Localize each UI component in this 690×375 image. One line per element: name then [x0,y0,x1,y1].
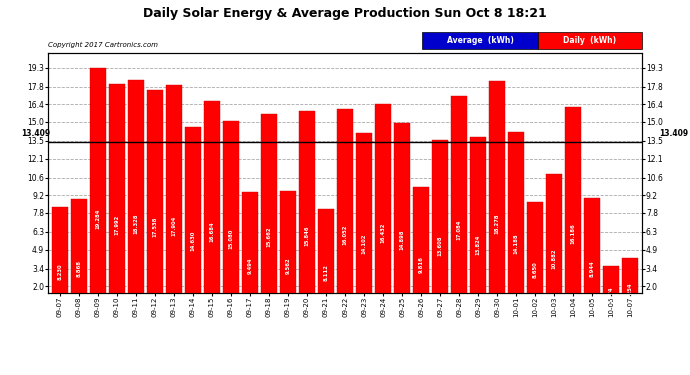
Text: 16.432: 16.432 [381,222,386,243]
Bar [128,80,144,312]
Bar [451,96,467,312]
Text: 17.992: 17.992 [115,215,119,235]
Text: 15.662: 15.662 [266,226,271,246]
Bar [109,84,125,312]
Bar [261,114,277,312]
Bar [70,200,87,312]
Bar [565,107,581,312]
Bar [147,90,163,312]
Bar [584,198,600,312]
Text: 19.284: 19.284 [95,209,100,229]
Text: 15.846: 15.846 [304,225,309,246]
Text: Copyright 2017 Cartronics.com: Copyright 2017 Cartronics.com [48,42,158,48]
Text: 8.112: 8.112 [324,264,328,281]
Bar [356,134,372,312]
Text: 14.630: 14.630 [190,231,195,251]
Bar [622,258,638,312]
Text: 13.409: 13.409 [659,129,688,138]
Bar [318,209,334,312]
Text: 18.278: 18.278 [495,213,500,234]
Bar [166,85,182,312]
Text: Daily  (kWh): Daily (kWh) [563,36,616,45]
FancyBboxPatch shape [422,32,538,49]
Text: 9.562: 9.562 [286,257,290,274]
Bar [546,174,562,312]
Bar [90,68,106,312]
Text: Average  (kWh): Average (kWh) [446,36,513,45]
Text: 16.684: 16.684 [209,221,215,242]
Bar [470,137,486,312]
Bar [299,111,315,312]
Text: 14.102: 14.102 [362,234,366,254]
Bar [280,190,296,312]
Text: 9.494: 9.494 [248,258,253,274]
Bar [52,207,68,312]
Text: 4.254: 4.254 [628,283,633,299]
Text: 13.409: 13.409 [21,129,50,138]
Text: 15.080: 15.080 [228,229,233,249]
FancyBboxPatch shape [538,32,642,49]
Text: Daily Solar Energy & Average Production Sun Oct 8 18:21: Daily Solar Energy & Average Production … [143,8,547,21]
Bar [508,132,524,312]
Text: 14.898: 14.898 [400,230,404,250]
Text: 17.904: 17.904 [171,215,177,236]
Text: 13.608: 13.608 [437,236,442,256]
Text: 14.188: 14.188 [513,233,519,254]
Bar [489,81,505,312]
Bar [413,188,429,312]
Bar [394,123,410,312]
Text: 18.328: 18.328 [133,213,138,234]
Text: 16.186: 16.186 [571,224,575,244]
Bar [527,202,543,312]
Text: 3.574: 3.574 [609,286,614,303]
Bar [204,101,220,312]
Bar [375,104,391,312]
Bar [603,266,620,312]
Text: 8.868: 8.868 [76,260,81,278]
Text: 8.650: 8.650 [533,261,538,278]
Bar [223,121,239,312]
Text: 17.538: 17.538 [152,217,157,237]
Text: 13.824: 13.824 [475,235,481,255]
Bar [241,192,258,312]
Text: 9.816: 9.816 [419,256,424,273]
Text: 10.882: 10.882 [552,249,557,270]
Bar [432,140,448,312]
Text: 16.052: 16.052 [342,224,348,245]
Text: 17.084: 17.084 [457,219,462,240]
Text: 8.944: 8.944 [590,260,595,277]
Text: 8.230: 8.230 [57,264,62,280]
Bar [337,109,353,312]
Bar [185,127,201,312]
